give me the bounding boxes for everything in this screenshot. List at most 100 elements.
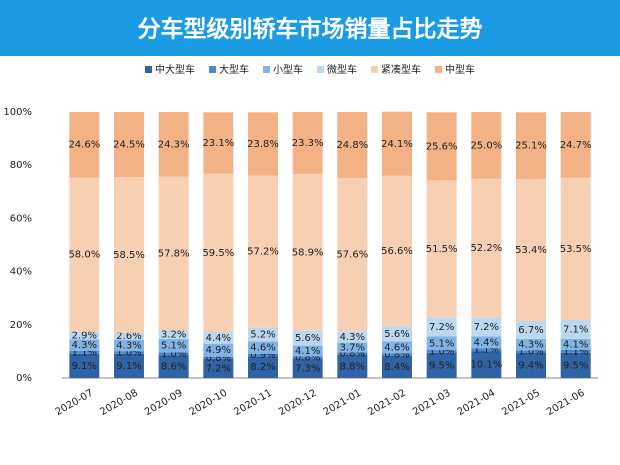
bar-segment (248, 327, 278, 342)
bar-segment (248, 356, 278, 378)
data-label: 57.6% (336, 250, 368, 261)
data-label: 0.9% (250, 350, 275, 361)
bar-segment (516, 112, 546, 180)
bar-segment (292, 330, 323, 346)
chart-title: 分车型级别轿车市场销量占比走势 (138, 16, 483, 43)
x-tick-label: 2021-05 (500, 388, 542, 418)
bar-segment (248, 353, 278, 357)
data-label: 51.5% (426, 244, 458, 255)
data-label: 5.2% (250, 330, 275, 341)
data-label: 1.0% (518, 347, 543, 358)
x-tick-label: 2020-09 (143, 388, 185, 418)
data-label: 1.1% (72, 347, 97, 358)
data-label: 5.6% (384, 329, 409, 340)
bar-segment (426, 350, 457, 353)
bar-segment (471, 317, 502, 337)
data-label: 2.9% (72, 331, 97, 342)
bar-segment (471, 351, 502, 378)
bar-segment (560, 177, 591, 321)
data-label: 9.1% (72, 361, 97, 372)
legend-swatch (371, 66, 378, 73)
bar-segment (471, 178, 502, 318)
data-label: 25.1% (515, 141, 547, 152)
bar-segment (292, 173, 323, 331)
bar-segment (292, 345, 323, 357)
bar-segment (69, 350, 100, 354)
data-label: 1.1% (474, 345, 499, 356)
bar-segment (516, 338, 546, 351)
data-label: 5.1% (429, 338, 454, 349)
data-label: 24.8% (336, 140, 368, 151)
x-tick-label: 2021-01 (322, 388, 364, 418)
data-label: 57.8% (158, 249, 190, 260)
data-label: 5.1% (161, 341, 186, 352)
data-label: 24.6% (68, 140, 100, 151)
data-label: 8.6% (161, 362, 186, 373)
data-label: 7.3% (295, 363, 320, 374)
bar-segment (382, 355, 412, 378)
data-label: 4.3% (340, 332, 365, 343)
bar-segment (382, 353, 412, 356)
data-label: 24.3% (158, 139, 190, 150)
data-label: 53.4% (515, 245, 547, 256)
bar-segment (560, 112, 591, 178)
data-label: 3.7% (340, 343, 365, 354)
bar-segment (426, 317, 457, 337)
y-tick-label: 60% (10, 213, 32, 224)
bar-segment (158, 352, 189, 356)
legend-swatch (145, 66, 152, 73)
bar-segment (337, 352, 368, 355)
bar-segment (516, 350, 546, 353)
data-label: 4.1% (295, 346, 320, 357)
bar-segment (560, 349, 591, 353)
bar-segment (471, 112, 502, 179)
data-label: 53.5% (560, 244, 592, 255)
data-label: 4.3% (72, 340, 97, 351)
data-label: 23.3% (292, 138, 324, 149)
data-label: 59.5% (202, 248, 234, 259)
data-label: 8.4% (384, 362, 409, 373)
data-label: 23.8% (247, 139, 279, 150)
bar-segment (158, 330, 189, 339)
bar-segment (471, 336, 502, 349)
data-label: 58.5% (113, 250, 145, 261)
data-label: 57.2% (247, 247, 279, 258)
legend-swatch (317, 66, 324, 73)
legend-swatch (209, 66, 216, 73)
data-label: 4.4% (206, 333, 231, 344)
data-label: 8.2% (250, 362, 275, 373)
data-label: 8.8% (340, 361, 365, 372)
data-label: 4.1% (563, 339, 588, 350)
data-label: 9.5% (563, 360, 588, 371)
bar-segment (426, 352, 457, 378)
data-label: 3.2% (161, 330, 186, 341)
legend-swatch (435, 66, 442, 73)
y-tick-label: 20% (10, 320, 32, 331)
bar-segment (516, 321, 546, 339)
bar-segment (114, 353, 144, 378)
bar-segment (382, 111, 412, 176)
data-label: 9.1% (116, 361, 141, 372)
legend-label: 中大型车 (155, 63, 195, 76)
data-label: 1.1% (563, 346, 588, 357)
data-label: 1.0% (429, 346, 454, 357)
bar-segment (69, 177, 100, 332)
y-tick-label: 0% (16, 373, 32, 384)
x-tick-label: 2021-02 (366, 388, 408, 418)
bar-segment (203, 356, 234, 359)
data-label: 7.2% (474, 322, 499, 333)
bar-segment (560, 320, 591, 339)
bar-segment (426, 112, 457, 181)
data-label: 1.0% (116, 347, 141, 358)
bar-segment (337, 342, 368, 353)
bar-segment (69, 112, 100, 178)
bar-segment (337, 354, 368, 378)
x-tick-label: 2021-06 (545, 388, 587, 418)
data-label: 24.5% (113, 140, 145, 151)
bar-segment (114, 177, 144, 333)
bar-segment (248, 341, 278, 354)
x-tick-label: 2020-07 (54, 388, 96, 418)
data-label: 4.9% (206, 345, 231, 356)
legend-label: 微型车 (327, 63, 357, 76)
bar-segment (158, 338, 189, 353)
